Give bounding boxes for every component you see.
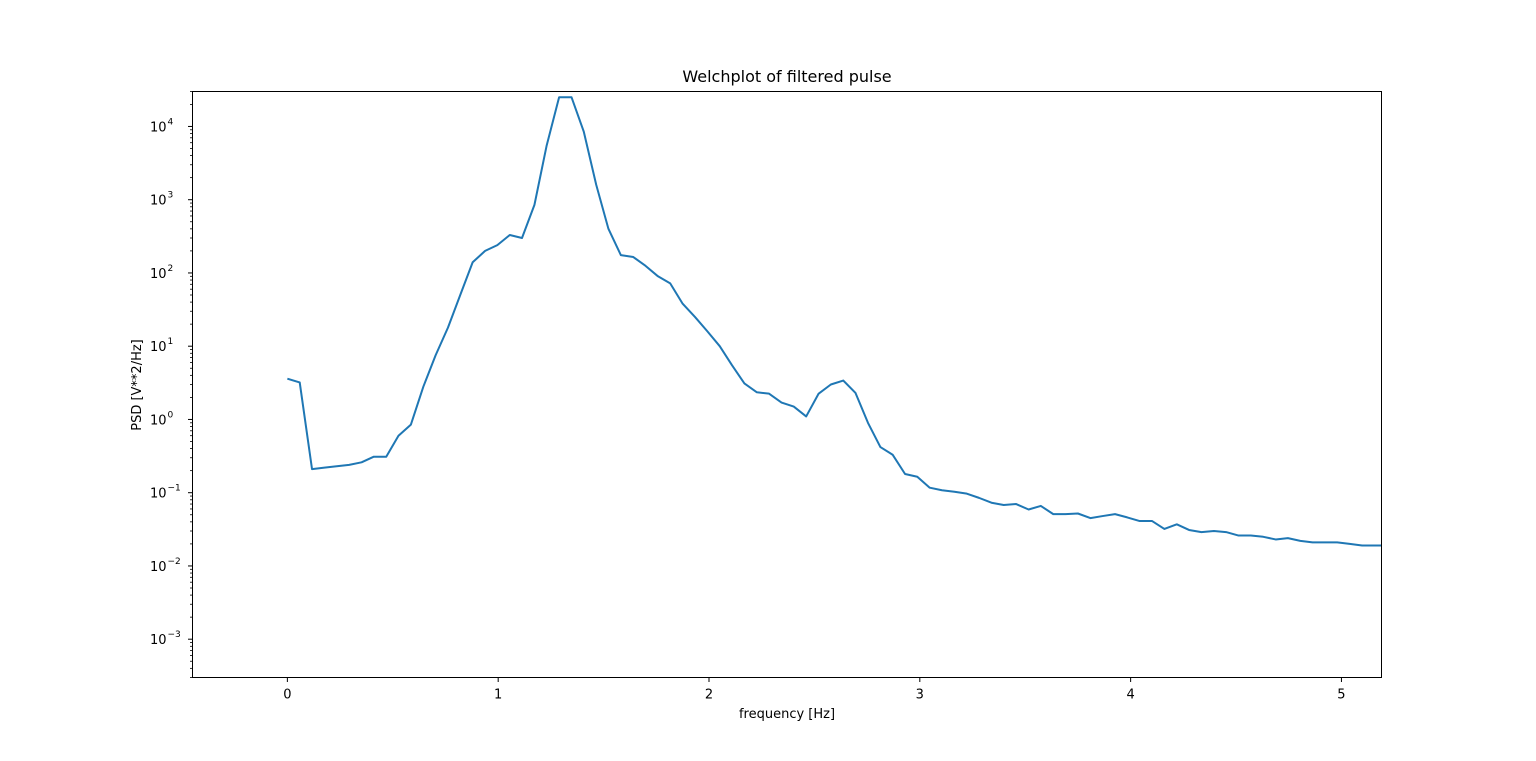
y-tick-exponent: −2 <box>168 557 181 567</box>
y-tick-label: 10 <box>150 340 167 355</box>
x-tick-label: 3 <box>916 688 924 703</box>
y-axis-label: PSD [V**2/Hz] <box>130 339 145 431</box>
x-tick-label: 4 <box>1126 688 1134 703</box>
y-tick-label: 10 <box>150 120 167 135</box>
y-tick-label: 10 <box>150 413 167 428</box>
y-tick-exponent: 3 <box>168 191 174 201</box>
y-tick-exponent: −1 <box>168 484 181 494</box>
y-tick-label: 10 <box>150 267 167 282</box>
plot-frame <box>192 91 1382 678</box>
y-tick-label: 10 <box>150 633 167 648</box>
x-tick-label: 2 <box>705 688 713 703</box>
y-tick-exponent: −3 <box>168 630 181 640</box>
x-axis-label: frequency [Hz] <box>739 707 835 722</box>
x-tick-label: 1 <box>494 688 502 703</box>
y-tick-exponent: 2 <box>168 264 174 274</box>
y-tick-exponent: 0 <box>168 410 174 420</box>
y-tick-label: 10 <box>150 487 167 502</box>
y-tick-label: 10 <box>150 560 167 575</box>
x-axis: 0 1 2 3 4 5 <box>283 677 1346 703</box>
x-tick-label: 5 <box>1337 688 1345 703</box>
x-tick-label: 0 <box>283 688 291 703</box>
psd-series-line <box>287 96 1382 547</box>
chart-title: Welchplot of filtered pulse <box>682 67 891 86</box>
y-tick-label: 10 <box>150 194 167 209</box>
y-tick-exponent: 4 <box>168 117 174 127</box>
y-tick-exponent: 1 <box>168 337 174 347</box>
